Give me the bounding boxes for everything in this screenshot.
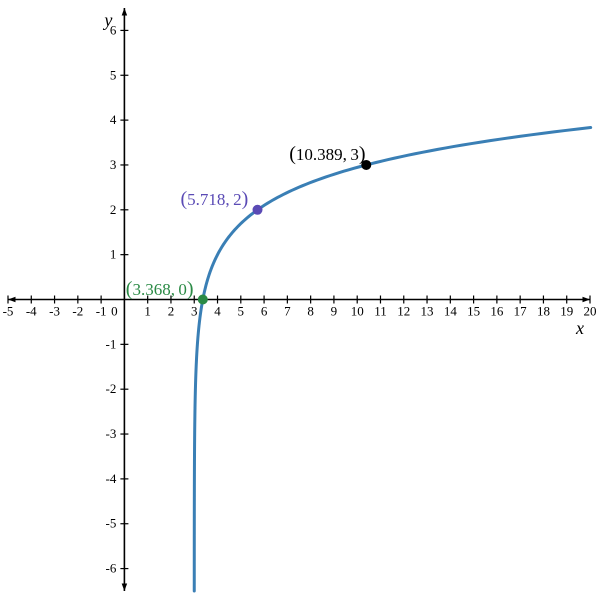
svg-text:-1: -1: [96, 304, 107, 319]
svg-text:2: 2: [168, 304, 175, 319]
svg-text:2: 2: [110, 202, 117, 217]
y-axis-label: y: [104, 10, 112, 31]
chart-svg: -5-4-3-2-1012345678910111213141516171819…: [0, 0, 598, 599]
svg-text:10: 10: [351, 304, 364, 319]
point-label-2: (10.389, 3): [289, 143, 365, 166]
svg-text:-5: -5: [3, 304, 14, 319]
svg-text:-5: -5: [106, 516, 117, 531]
svg-text:12: 12: [397, 304, 410, 319]
svg-text:17: 17: [514, 304, 528, 319]
svg-text:6: 6: [261, 304, 268, 319]
svg-text:9: 9: [331, 304, 338, 319]
svg-text:15: 15: [467, 304, 480, 319]
svg-text:8: 8: [307, 304, 314, 319]
svg-text:0: 0: [111, 304, 118, 319]
point-label-0: (3.368, 0): [126, 278, 194, 301]
point-label-1: (5.718, 2): [181, 188, 249, 211]
svg-text:1: 1: [144, 304, 151, 319]
svg-text:4: 4: [110, 112, 117, 127]
svg-text:19: 19: [560, 304, 573, 319]
svg-text:3: 3: [191, 304, 198, 319]
svg-text:-3: -3: [49, 304, 60, 319]
svg-text:-4: -4: [26, 304, 37, 319]
svg-text:3: 3: [110, 157, 117, 172]
svg-text:18: 18: [537, 304, 550, 319]
svg-text:1: 1: [110, 247, 117, 262]
svg-text:-2: -2: [72, 304, 83, 319]
svg-text:-4: -4: [106, 471, 117, 486]
chart-plot: -5-4-3-2-1012345678910111213141516171819…: [0, 0, 598, 599]
svg-text:7: 7: [284, 304, 291, 319]
svg-text:4: 4: [214, 304, 221, 319]
svg-text:11: 11: [374, 304, 387, 319]
svg-text:13: 13: [421, 304, 434, 319]
svg-text:16: 16: [490, 304, 504, 319]
svg-text:20: 20: [584, 304, 597, 319]
svg-text:-2: -2: [106, 381, 117, 396]
svg-text:14: 14: [444, 304, 458, 319]
svg-text:5: 5: [238, 304, 245, 319]
svg-text:5: 5: [110, 67, 117, 82]
svg-text:-1: -1: [106, 336, 117, 351]
svg-text:-3: -3: [106, 426, 117, 441]
svg-text:-6: -6: [106, 561, 117, 576]
x-axis-label: x: [576, 318, 584, 339]
